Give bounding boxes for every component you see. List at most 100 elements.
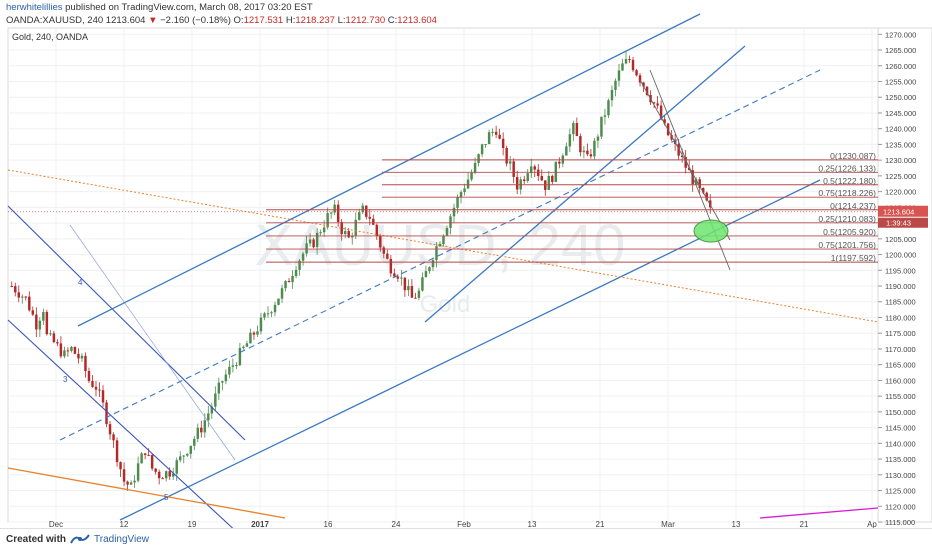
- candle-body: [638, 75, 642, 83]
- candle-body: [642, 82, 645, 87]
- candle-body: [56, 342, 59, 344]
- fib-level-label: 0.25(1210.083): [818, 214, 876, 224]
- candle-body: [659, 105, 663, 120]
- close-label: C:: [387, 15, 398, 26]
- candle-body: [698, 179, 701, 189]
- candle-body: [273, 304, 277, 313]
- candle-body: [49, 333, 52, 335]
- y-tick-label: 1255.000: [885, 77, 916, 86]
- tradingview-link[interactable]: TradingView: [94, 534, 150, 545]
- x-tick-label: Dec: [49, 520, 63, 529]
- candle-body: [631, 59, 635, 71]
- y-tick-label: 1235.000: [885, 140, 916, 149]
- x-tick-label: 2017: [251, 520, 269, 529]
- low-value: 1212.730: [345, 15, 386, 26]
- y-tick-label: 1125.000: [885, 487, 916, 496]
- change-value: −2.160 (−0.18%): [160, 15, 231, 26]
- candle-body: [105, 402, 108, 425]
- candle-body: [224, 374, 228, 382]
- candle-body: [579, 136, 582, 153]
- candle-body: [333, 204, 336, 213]
- candle-body: [126, 481, 129, 485]
- x-tick-label: Feb: [457, 520, 471, 529]
- candle-body: [168, 471, 171, 477]
- candle-body: [600, 116, 603, 137]
- candle-body: [368, 216, 372, 219]
- candle-body: [77, 353, 80, 359]
- candle-body: [452, 207, 456, 217]
- candle-body: [326, 213, 329, 228]
- candle-body: [603, 115, 607, 117]
- candle-body: [221, 381, 224, 383]
- x-tick-label: 21: [800, 520, 809, 529]
- candle-body: [119, 462, 122, 470]
- y-tick-label: 1175.000: [885, 329, 916, 338]
- candle-body: [207, 413, 210, 421]
- candles: [10, 51, 712, 491]
- candle-body: [670, 135, 673, 140]
- candle-body: [407, 286, 410, 291]
- candle-body: [477, 154, 480, 163]
- y-tick-label: 1130.000: [885, 471, 916, 480]
- candle-body: [354, 219, 357, 236]
- candle-body: [210, 406, 214, 414]
- candle-body: [512, 161, 515, 177]
- magenta-line: [759, 507, 879, 519]
- candle-body: [480, 144, 484, 155]
- candle-body: [582, 150, 586, 153]
- candle-body: [680, 155, 684, 157]
- candle-body: [470, 172, 473, 180]
- left-channel-mid: [69, 224, 236, 461]
- tradingview-logo-icon: [70, 534, 90, 544]
- candle-body: [305, 243, 308, 254]
- candle-body: [421, 277, 424, 291]
- y-tick-label: 1220.000: [885, 188, 916, 197]
- candle-body: [431, 260, 435, 268]
- candle-body: [459, 192, 463, 198]
- y-tick-label: 1265.000: [885, 46, 916, 55]
- candle-body: [45, 311, 49, 335]
- fib-level-label: 0(1230.087): [830, 151, 876, 161]
- candle-body: [593, 140, 596, 157]
- publish-line: herwhitelillies published on TradingView…: [6, 2, 313, 13]
- candle-body: [308, 239, 312, 244]
- candle-body: [350, 235, 354, 238]
- y-tick-label: 1260.000: [885, 62, 916, 71]
- candle-body: [386, 253, 389, 259]
- candle-body: [382, 247, 386, 254]
- candle-body: [28, 296, 31, 311]
- candle-body: [498, 134, 501, 139]
- candle-body: [242, 346, 245, 349]
- candle-body: [530, 166, 533, 174]
- candle-body: [256, 331, 259, 335]
- candle-body: [98, 389, 101, 391]
- author-link[interactable]: herwhitelillies: [6, 2, 63, 13]
- fib-level-label: 0.25(1226.133): [818, 163, 876, 173]
- candle-body: [515, 176, 519, 190]
- candle-body: [315, 232, 319, 248]
- countdown-tag: [878, 217, 928, 228]
- candle-body: [705, 192, 708, 201]
- candle-body: [533, 166, 536, 170]
- y-tick-label: 1135.000: [885, 455, 916, 464]
- candle-body: [287, 280, 291, 283]
- y-tick-label: 1115.000: [885, 518, 915, 527]
- candle-body: [238, 348, 242, 366]
- candle-body: [365, 205, 368, 217]
- candle-body: [31, 310, 35, 315]
- left-channel-lower: [7, 319, 241, 536]
- x-tick-label: Ap: [867, 520, 877, 529]
- candle-body: [235, 365, 238, 367]
- candle-body: [424, 271, 428, 278]
- candle-body: [70, 347, 73, 351]
- candle-body: [652, 102, 656, 104]
- y-tick-label: 1150.000: [885, 408, 916, 417]
- x-tick-label: 19: [188, 520, 197, 529]
- candle-body: [312, 239, 315, 248]
- candle-body: [400, 277, 403, 279]
- y-tick-label: 1170.000: [885, 345, 916, 354]
- y-tick-label: 1250.000: [885, 93, 916, 102]
- down-arrow-icon: ▼: [148, 15, 158, 26]
- ohlc-line: OANDA:XAUUSD, 240 1213.604 ▼ −2.160 (−0.…: [6, 15, 437, 26]
